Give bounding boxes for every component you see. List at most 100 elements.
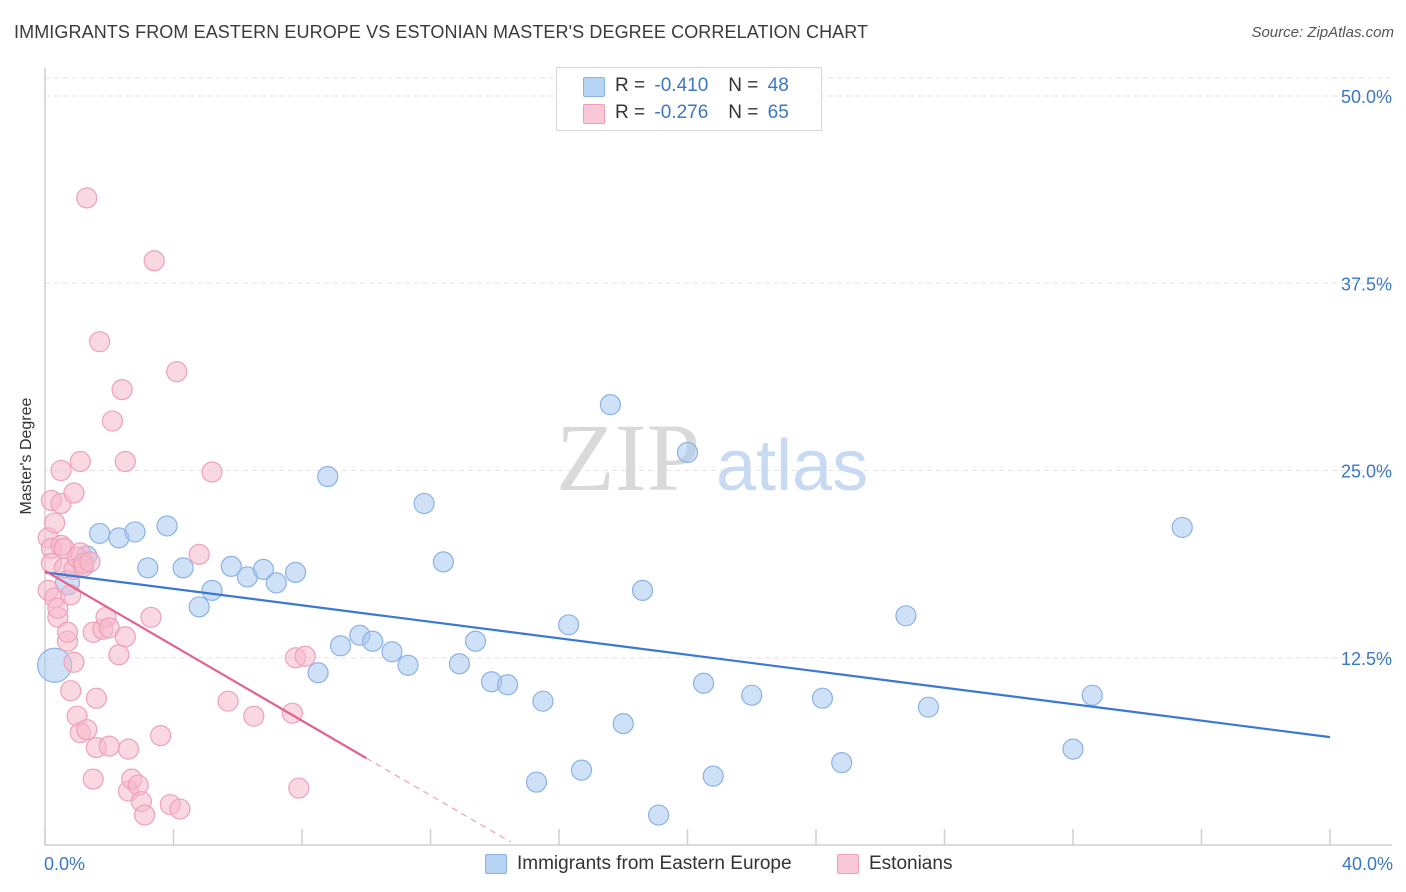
point-estonians xyxy=(60,584,82,606)
point-estonians xyxy=(150,725,172,747)
point-estonians xyxy=(243,705,265,727)
point-estonians xyxy=(76,719,98,741)
point-eastern-europe xyxy=(917,696,940,718)
legend-r-label: R = xyxy=(615,75,646,96)
point-estonians xyxy=(56,621,79,643)
legend-swatch-blue xyxy=(583,77,605,97)
point-eastern-europe xyxy=(156,515,178,537)
point-estonians xyxy=(47,597,69,619)
bottom-legend-label-blue: Immigrants from Eastern Europe xyxy=(517,853,792,874)
legend-r-value: -0.410 xyxy=(654,75,709,96)
point-eastern-europe xyxy=(497,674,519,696)
point-estonians xyxy=(79,551,101,573)
point-eastern-europe xyxy=(525,771,548,793)
point-estonians xyxy=(140,606,162,628)
point-eastern-europe xyxy=(1081,684,1103,706)
y-tick-label: 37.5% xyxy=(1341,274,1392,294)
legend-r-value: -0.276 xyxy=(654,102,709,123)
point-eastern-europe xyxy=(831,752,853,774)
point-estonians xyxy=(101,410,124,432)
point-eastern-europe xyxy=(811,687,834,709)
point-estonians xyxy=(288,777,310,799)
point-eastern-europe xyxy=(570,759,593,781)
point-eastern-europe xyxy=(558,614,580,636)
point-eastern-europe xyxy=(676,441,699,464)
legend-swatch-pink xyxy=(583,104,605,124)
point-eastern-europe xyxy=(89,522,111,545)
point-estonians xyxy=(60,680,82,702)
tick-labels: 50.0% 37.5% 25.0% 12.5% 0.0% 40.0% xyxy=(44,87,1393,874)
point-eastern-europe xyxy=(895,605,917,627)
point-eastern-europe xyxy=(413,492,435,515)
point-eastern-europe xyxy=(124,521,146,543)
point-estonians xyxy=(217,690,239,712)
point-estonians xyxy=(114,626,136,648)
point-estonians xyxy=(63,482,85,504)
point-estonians xyxy=(63,651,85,673)
chart-title: IMMIGRANTS FROM EASTERN EUROPE VS ESTONI… xyxy=(14,22,869,42)
point-eastern-europe xyxy=(137,557,159,579)
chart-source: Source: ZipAtlas.com xyxy=(1251,24,1394,41)
point-eastern-europe xyxy=(647,804,670,826)
watermark-zip: ZIP xyxy=(556,404,700,511)
legend-n-value: 48 xyxy=(767,75,789,96)
point-eastern-europe xyxy=(1062,738,1084,760)
legend-row-pink: R = -0.276 N = 65 xyxy=(615,102,789,124)
x-tick-label: 0.0% xyxy=(44,854,85,874)
point-estonians xyxy=(82,768,104,790)
point-eastern-europe xyxy=(284,561,307,583)
point-eastern-europe xyxy=(631,579,654,601)
point-estonians xyxy=(143,250,165,272)
point-eastern-europe xyxy=(362,630,384,652)
watermark-atlas: atlas xyxy=(716,426,868,506)
legend-row-blue: R = -0.410 N = 48 xyxy=(615,75,789,97)
bottom-legend-swatch-blue xyxy=(485,854,507,874)
point-eastern-europe xyxy=(381,641,403,663)
point-estonians xyxy=(166,361,188,383)
point-eastern-europe xyxy=(397,654,419,676)
point-eastern-europe xyxy=(692,672,715,694)
point-estonians xyxy=(169,798,191,820)
bottom-legend-blue: Immigrants from Eastern Europe xyxy=(485,852,792,876)
point-eastern-europe xyxy=(188,596,210,618)
legend: R = -0.410 N = 48 R = -0.276 N = 65 xyxy=(556,67,822,131)
point-estonians xyxy=(114,450,136,473)
y-tick-label: 25.0% xyxy=(1341,462,1392,482)
trend-line-estonians xyxy=(44,569,367,760)
point-estonians xyxy=(133,804,156,826)
bottom-legend-pink: Estonians xyxy=(837,852,952,876)
point-eastern-europe xyxy=(532,690,554,712)
point-eastern-europe xyxy=(741,684,763,706)
point-eastern-europe xyxy=(432,551,454,573)
point-eastern-europe xyxy=(1171,516,1193,539)
point-estonians xyxy=(108,644,130,666)
point-estonians xyxy=(50,459,72,482)
point-eastern-europe xyxy=(329,635,352,657)
trend-line-estonians-extension xyxy=(365,757,512,843)
point-estonians xyxy=(69,450,91,473)
point-eastern-europe xyxy=(201,579,223,601)
point-estonians xyxy=(98,735,120,757)
legend-n-label: N = xyxy=(728,102,759,123)
legend-n-value: 65 xyxy=(767,102,789,123)
point-eastern-europe xyxy=(702,765,724,787)
point-estonians xyxy=(44,512,66,534)
point-estonians xyxy=(98,617,120,639)
point-estonians xyxy=(89,331,111,353)
point-eastern-europe xyxy=(464,630,487,652)
legend-r-label: R = xyxy=(615,102,646,123)
y-tick-label: 12.5% xyxy=(1341,649,1392,669)
point-estonians xyxy=(188,543,210,565)
bottom-legend-swatch-pink xyxy=(837,854,859,874)
point-eastern-europe xyxy=(448,653,471,675)
x-tick-label: 40.0% xyxy=(1342,854,1393,874)
bottom-legend-label-pink: Estonians xyxy=(869,853,953,874)
trend-lines xyxy=(44,569,1331,843)
point-estonians xyxy=(294,645,316,667)
data-points xyxy=(37,187,1193,826)
point-eastern-europe xyxy=(317,465,339,488)
axes xyxy=(44,68,1392,846)
point-eastern-europe xyxy=(612,713,634,735)
point-eastern-europe xyxy=(265,572,287,594)
